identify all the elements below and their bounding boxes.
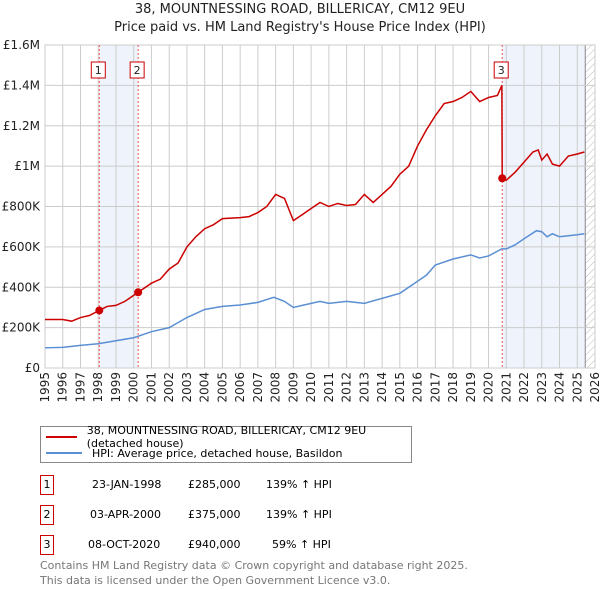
legend-label: 38, MOUNTNESSING ROAD, BILLERICAY, CM12 … — [86, 424, 367, 450]
x-tick-label: 2005 — [215, 372, 229, 403]
x-tick-label: 2024 — [553, 372, 567, 403]
sale-point — [95, 306, 104, 315]
sale-hpi: 139% ↑ HPI — [266, 478, 332, 491]
x-tick-label: 1995 — [38, 372, 52, 403]
sale-label-box — [129, 61, 145, 79]
legend-swatch-blue — [46, 452, 82, 454]
y-tick-label: £1.4M — [3, 78, 40, 92]
x-tick-label: 2023 — [535, 372, 549, 403]
x-tick-label: 2002 — [162, 372, 176, 403]
sale-hpi: 139% ↑ HPI — [266, 508, 332, 521]
sale-number: 1 — [40, 475, 54, 495]
plot-frame — [44, 44, 596, 369]
x-tick-label: 2016 — [411, 372, 425, 403]
y-tick-label: £400K — [2, 280, 42, 294]
x-tick-label: 1998 — [91, 372, 105, 403]
x-tick-label: 2018 — [446, 372, 460, 403]
sale-label: 3 — [498, 64, 505, 77]
y-tick-label: £1.6M — [3, 38, 40, 52]
x-tick-label: 1996 — [56, 372, 70, 403]
legend-swatch-red — [46, 436, 77, 438]
sale-point — [498, 174, 507, 183]
sale-hpi: 59% ↑ HPI — [272, 538, 331, 551]
legend-label: HPI: Average price, detached house, Basi… — [92, 446, 343, 460]
sale-number: 3 — [40, 535, 54, 555]
x-tick-label: 2014 — [375, 372, 389, 403]
y-tick-label: £0 — [25, 361, 40, 375]
x-tick-label: 2019 — [464, 372, 478, 403]
chart-title: 38, MOUNTNESSING ROAD, BILLERICAY, CM12 … — [134, 2, 466, 17]
chart-subtitle: Price paid vs. HM Land Registry's House … — [114, 20, 486, 35]
y-tick-label: £1M — [14, 159, 40, 173]
sale-label: 2 — [134, 64, 141, 77]
x-tick-label: 2021 — [499, 372, 513, 403]
y-tick-label: £800K — [2, 200, 42, 214]
sale-label-box — [90, 61, 106, 79]
line-chart: £0 £200K £400K £600K £800K £1M £1.2M £1.4M £1.6M… — [2, 38, 600, 403]
sale-price: £375,000 — [188, 508, 241, 521]
footer-licence: This data is licensed under the Open Gov… — [40, 574, 391, 587]
sale-number: 2 — [40, 505, 54, 525]
x-tick-label: 1997 — [73, 372, 87, 403]
y-tick-label: £1.2M — [3, 119, 40, 133]
legend-item-property: 38, MOUNTNESSING ROAD, BILLERICAY, CM12 … — [41, 424, 411, 450]
x-tick-label: 2013 — [357, 372, 371, 403]
sale-point — [134, 288, 143, 297]
x-tick-label: 2008 — [269, 372, 283, 403]
x-tick-label: 2025 — [570, 372, 584, 403]
sale-label-box — [493, 61, 509, 79]
y-tick-label: £200K — [2, 321, 42, 335]
legend: 38, MOUNTNESSING ROAD, BILLERICAY, CM12 … — [40, 424, 412, 463]
x-tick-label: 2006 — [233, 372, 247, 403]
sale-label: 1 — [95, 64, 102, 77]
x-tick-label: 1999 — [109, 372, 123, 403]
x-tick-label: 2010 — [304, 372, 318, 403]
x-tick-label: 2003 — [180, 372, 194, 403]
y-tick-label: £600K — [2, 240, 42, 254]
footer-copyright: Contains HM Land Registry data © Crown c… — [40, 559, 468, 572]
x-tick-label: 2000 — [127, 372, 141, 403]
x-tick-label: 2026 — [588, 372, 600, 403]
x-tick-label: 2007 — [251, 372, 265, 403]
series-line-hpi — [44, 229, 585, 349]
sale-price: £940,000 — [188, 538, 241, 551]
x-tick-label: 2004 — [198, 372, 212, 403]
sale-price: £285,000 — [188, 478, 241, 491]
sale-date: 03-APR-2000 — [90, 508, 162, 521]
x-tick-label: 2020 — [482, 372, 496, 403]
x-tick-label: 2017 — [428, 372, 442, 403]
x-tick-label: 2001 — [144, 372, 158, 403]
x-tick-label: 2012 — [340, 372, 354, 403]
series-line-property — [45, 85, 585, 322]
x-tick-label: 2015 — [393, 372, 407, 403]
x-tick-label: 2022 — [517, 372, 531, 403]
x-tick-label: 2009 — [286, 372, 300, 403]
legend-item-hpi: HPI: Average price, detached house, Basi… — [41, 445, 342, 461]
sale-date: 23-JAN-1998 — [92, 478, 162, 491]
x-tick-label: 2011 — [322, 372, 336, 403]
sale-date: 08-OCT-2020 — [88, 538, 161, 551]
